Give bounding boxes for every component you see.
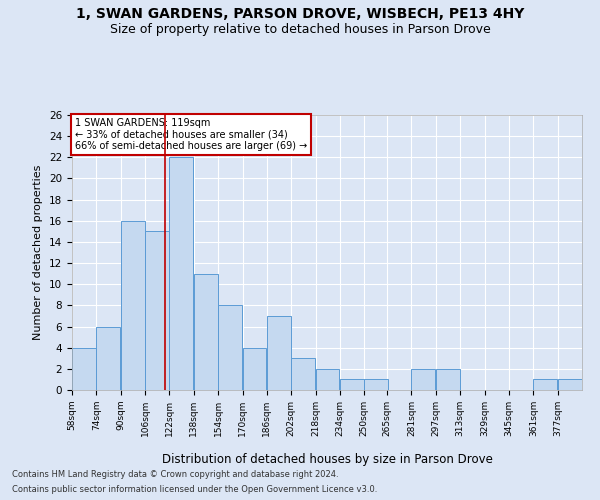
Bar	[194, 274, 218, 390]
Text: 1, SWAN GARDENS, PARSON DROVE, WISBECH, PE13 4HY: 1, SWAN GARDENS, PARSON DROVE, WISBECH, …	[76, 8, 524, 22]
Bar	[218, 306, 242, 390]
Bar	[242, 348, 266, 390]
Bar	[533, 380, 557, 390]
Bar	[340, 380, 364, 390]
Y-axis label: Number of detached properties: Number of detached properties	[34, 165, 43, 340]
Bar	[316, 369, 340, 390]
Bar	[267, 316, 291, 390]
Bar	[364, 380, 388, 390]
Bar	[145, 232, 169, 390]
Bar	[291, 358, 315, 390]
Text: Size of property relative to detached houses in Parson Drove: Size of property relative to detached ho…	[110, 22, 490, 36]
Text: Contains HM Land Registry data © Crown copyright and database right 2024.: Contains HM Land Registry data © Crown c…	[12, 470, 338, 479]
Bar	[412, 369, 436, 390]
Bar	[557, 380, 581, 390]
Bar	[436, 369, 460, 390]
Bar	[169, 158, 193, 390]
Bar	[72, 348, 96, 390]
Text: Contains public sector information licensed under the Open Government Licence v3: Contains public sector information licen…	[12, 485, 377, 494]
Text: 1 SWAN GARDENS: 119sqm
← 33% of detached houses are smaller (34)
66% of semi-det: 1 SWAN GARDENS: 119sqm ← 33% of detached…	[74, 118, 307, 151]
Bar	[97, 326, 120, 390]
Bar	[121, 221, 145, 390]
Text: Distribution of detached houses by size in Parson Drove: Distribution of detached houses by size …	[161, 452, 493, 466]
